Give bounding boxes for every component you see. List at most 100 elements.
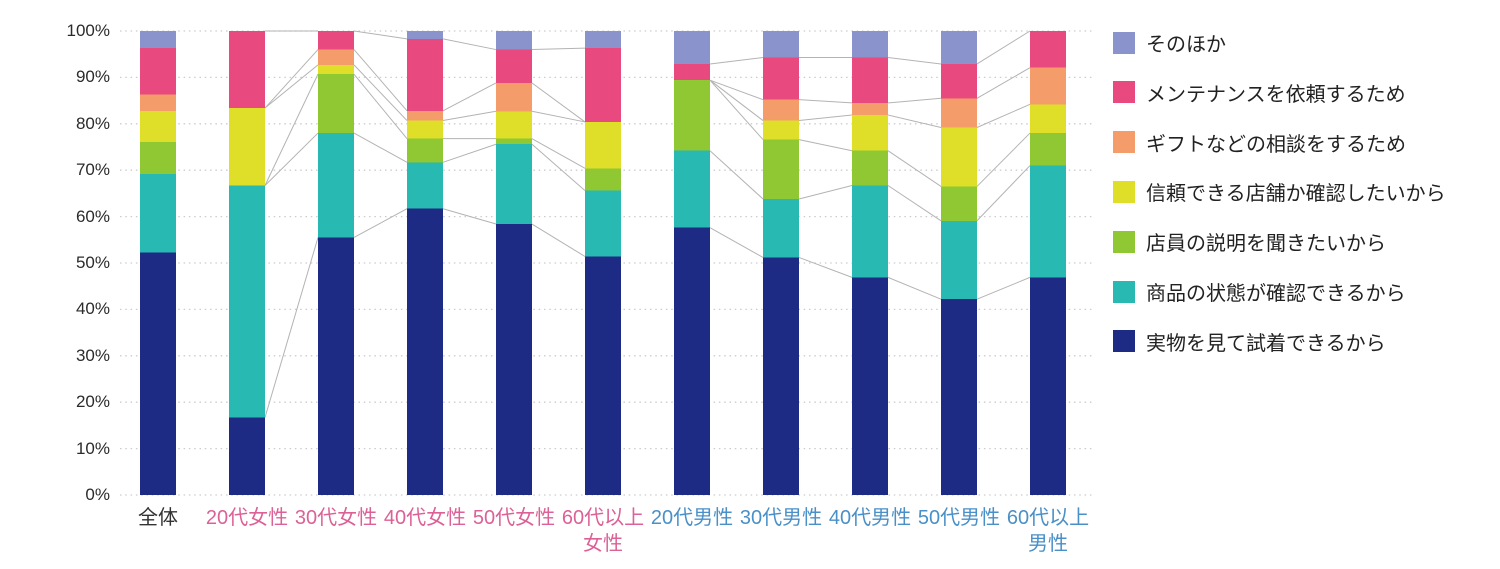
series-connector-line <box>709 79 764 121</box>
bar-segment <box>496 49 532 83</box>
bar-segment <box>674 227 710 495</box>
series-connector-line <box>976 132 1031 187</box>
x-category-label: 20代男性 <box>650 507 734 529</box>
series-connector-line <box>709 79 764 140</box>
legend-item: 信頼できる店舗か確認したいから <box>1113 177 1446 206</box>
bar-segment <box>407 208 443 495</box>
bar-segment <box>585 256 621 495</box>
bar-segment <box>1030 104 1066 134</box>
legend-item: ギフトなどの相談をするため <box>1113 128 1406 157</box>
x-category-label: 20代女性 <box>205 507 289 529</box>
bar-segment <box>763 31 799 58</box>
bar-segment <box>229 417 265 495</box>
x-category-label: 60代以上 男性 <box>1006 507 1090 555</box>
bar-segment <box>407 120 443 139</box>
bar-segment <box>763 257 799 495</box>
legend-label: 店員の説明を聞きたいから <box>1146 233 1386 256</box>
legend-swatch <box>1113 131 1135 154</box>
series-connector-line <box>264 64 319 109</box>
series-connector-line <box>353 30 408 40</box>
series-connector-line <box>709 227 764 258</box>
bar-segment <box>941 186 977 221</box>
series-connector-line <box>353 132 408 163</box>
bar-segment <box>941 31 977 64</box>
y-tick-label: 40% <box>75 299 110 319</box>
series-connector-line <box>709 79 764 101</box>
legend-label: そのほか <box>1146 34 1226 56</box>
series-connector-line <box>531 82 586 123</box>
series-connector-line <box>976 103 1031 128</box>
bar-segment <box>318 133 354 238</box>
series-connector-line <box>798 99 853 104</box>
y-tick-label: 0% <box>85 485 110 504</box>
bar-segment <box>140 173 176 253</box>
series-connector-line <box>709 56 764 65</box>
y-tick-label: 90% <box>75 67 110 87</box>
bar-segment <box>140 48 176 95</box>
y-tick-label: 60% <box>75 206 110 226</box>
bar-segment <box>852 31 888 58</box>
bar-segment <box>674 150 710 228</box>
bar-segment <box>585 48 621 122</box>
series-connector-line <box>887 114 942 128</box>
bar-segment <box>407 38 443 111</box>
legend-label: 実物を見て試着できるから <box>1146 332 1386 355</box>
bar-segment <box>852 57 888 103</box>
y-tick-label: 80% <box>75 113 110 133</box>
legend-swatch <box>1113 81 1135 104</box>
bar-segment <box>763 99 799 121</box>
series-connector-line <box>887 185 942 222</box>
series-connector-line <box>976 67 1031 99</box>
series-connector-line <box>264 237 319 418</box>
bar-segment <box>496 138 532 145</box>
bar-segment <box>140 94 176 111</box>
bar-segment <box>318 74 354 134</box>
y-tick-label: 100% <box>66 21 110 40</box>
legend-item: 実物を見て試着できるから <box>1113 327 1386 356</box>
series-connector-line <box>709 150 764 200</box>
bar-segment <box>852 102 888 115</box>
series-connector-line <box>798 139 853 152</box>
bar-segment <box>1030 31 1066 68</box>
bar-segment <box>1030 67 1066 105</box>
bar-segment <box>496 224 532 496</box>
series-connector-line <box>798 256 853 278</box>
bar-segment <box>229 31 265 109</box>
legend-label: メンテナンスを依頼するため <box>1146 83 1406 106</box>
bar-segment <box>496 144 532 225</box>
series-connector-line <box>531 138 586 169</box>
bar-segment <box>941 299 977 495</box>
legend-swatch <box>1113 31 1135 54</box>
bar-segment <box>318 31 354 50</box>
bar-segment <box>941 98 977 128</box>
bar-segment <box>852 150 888 186</box>
series-connector-line <box>442 143 497 163</box>
bar-segment <box>585 121 621 169</box>
bar-segment <box>229 108 265 186</box>
bar-segment <box>585 190 621 257</box>
bar-segment <box>763 139 799 199</box>
legend-swatch <box>1113 330 1135 353</box>
bar-segment <box>941 127 977 187</box>
x-category-label: 60代以上 女性 <box>561 507 645 555</box>
bar-segment <box>674 80 710 151</box>
x-category-label: 50代男性 <box>917 507 1001 529</box>
legend-swatch <box>1113 280 1135 303</box>
series-connector-line <box>976 30 1031 65</box>
bar-segment <box>585 31 621 49</box>
bar-segment <box>496 82 532 112</box>
series-connector-line <box>887 276 942 300</box>
bar-segment <box>318 64 354 75</box>
bar-segment <box>229 185 265 418</box>
legend-item: 商品の状態が確認できるから <box>1113 277 1406 306</box>
legend-item: そのほか <box>1113 28 1226 57</box>
y-tick-label: 10% <box>75 438 110 458</box>
bar-segment <box>140 110 176 142</box>
bar-segment <box>407 162 443 209</box>
bar-segment <box>1030 277 1066 495</box>
series-connector-line <box>798 114 853 122</box>
bar-segment <box>407 138 443 163</box>
x-category-label: 40代女性 <box>383 507 467 529</box>
